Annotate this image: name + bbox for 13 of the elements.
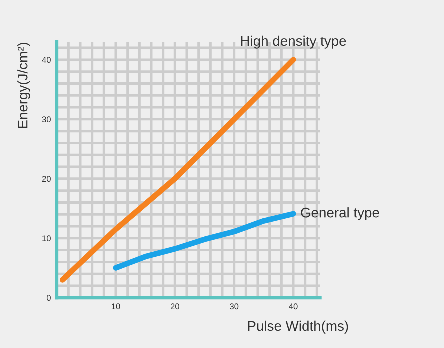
- series-label: High density type: [241, 36, 346, 49]
- x-tick-label: 20: [170, 304, 180, 310]
- x-tick-label: 10: [112, 304, 120, 310]
- y-tick-label: 30: [42, 116, 51, 123]
- y-axis-title: Energy(J/cm²): [18, 42, 31, 128]
- x-axis-title: Pulse Width(ms): [248, 320, 348, 334]
- y-tick-label: 10: [42, 236, 51, 242]
- x-tick-label: 40: [289, 304, 298, 310]
- y-tick-label: 40: [42, 57, 51, 64]
- x-tick-label: 30: [230, 304, 239, 310]
- y-tick-label: 0: [46, 295, 51, 301]
- series-label: General type: [301, 208, 380, 220]
- y-tick-label: 20: [42, 176, 51, 182]
